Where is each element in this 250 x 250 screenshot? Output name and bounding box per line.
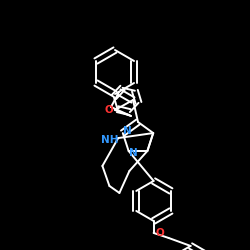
Text: O: O <box>104 105 114 115</box>
Text: NH: NH <box>102 135 119 145</box>
Text: N: N <box>124 126 132 136</box>
Text: O: O <box>155 228 164 238</box>
Text: N: N <box>129 148 138 158</box>
